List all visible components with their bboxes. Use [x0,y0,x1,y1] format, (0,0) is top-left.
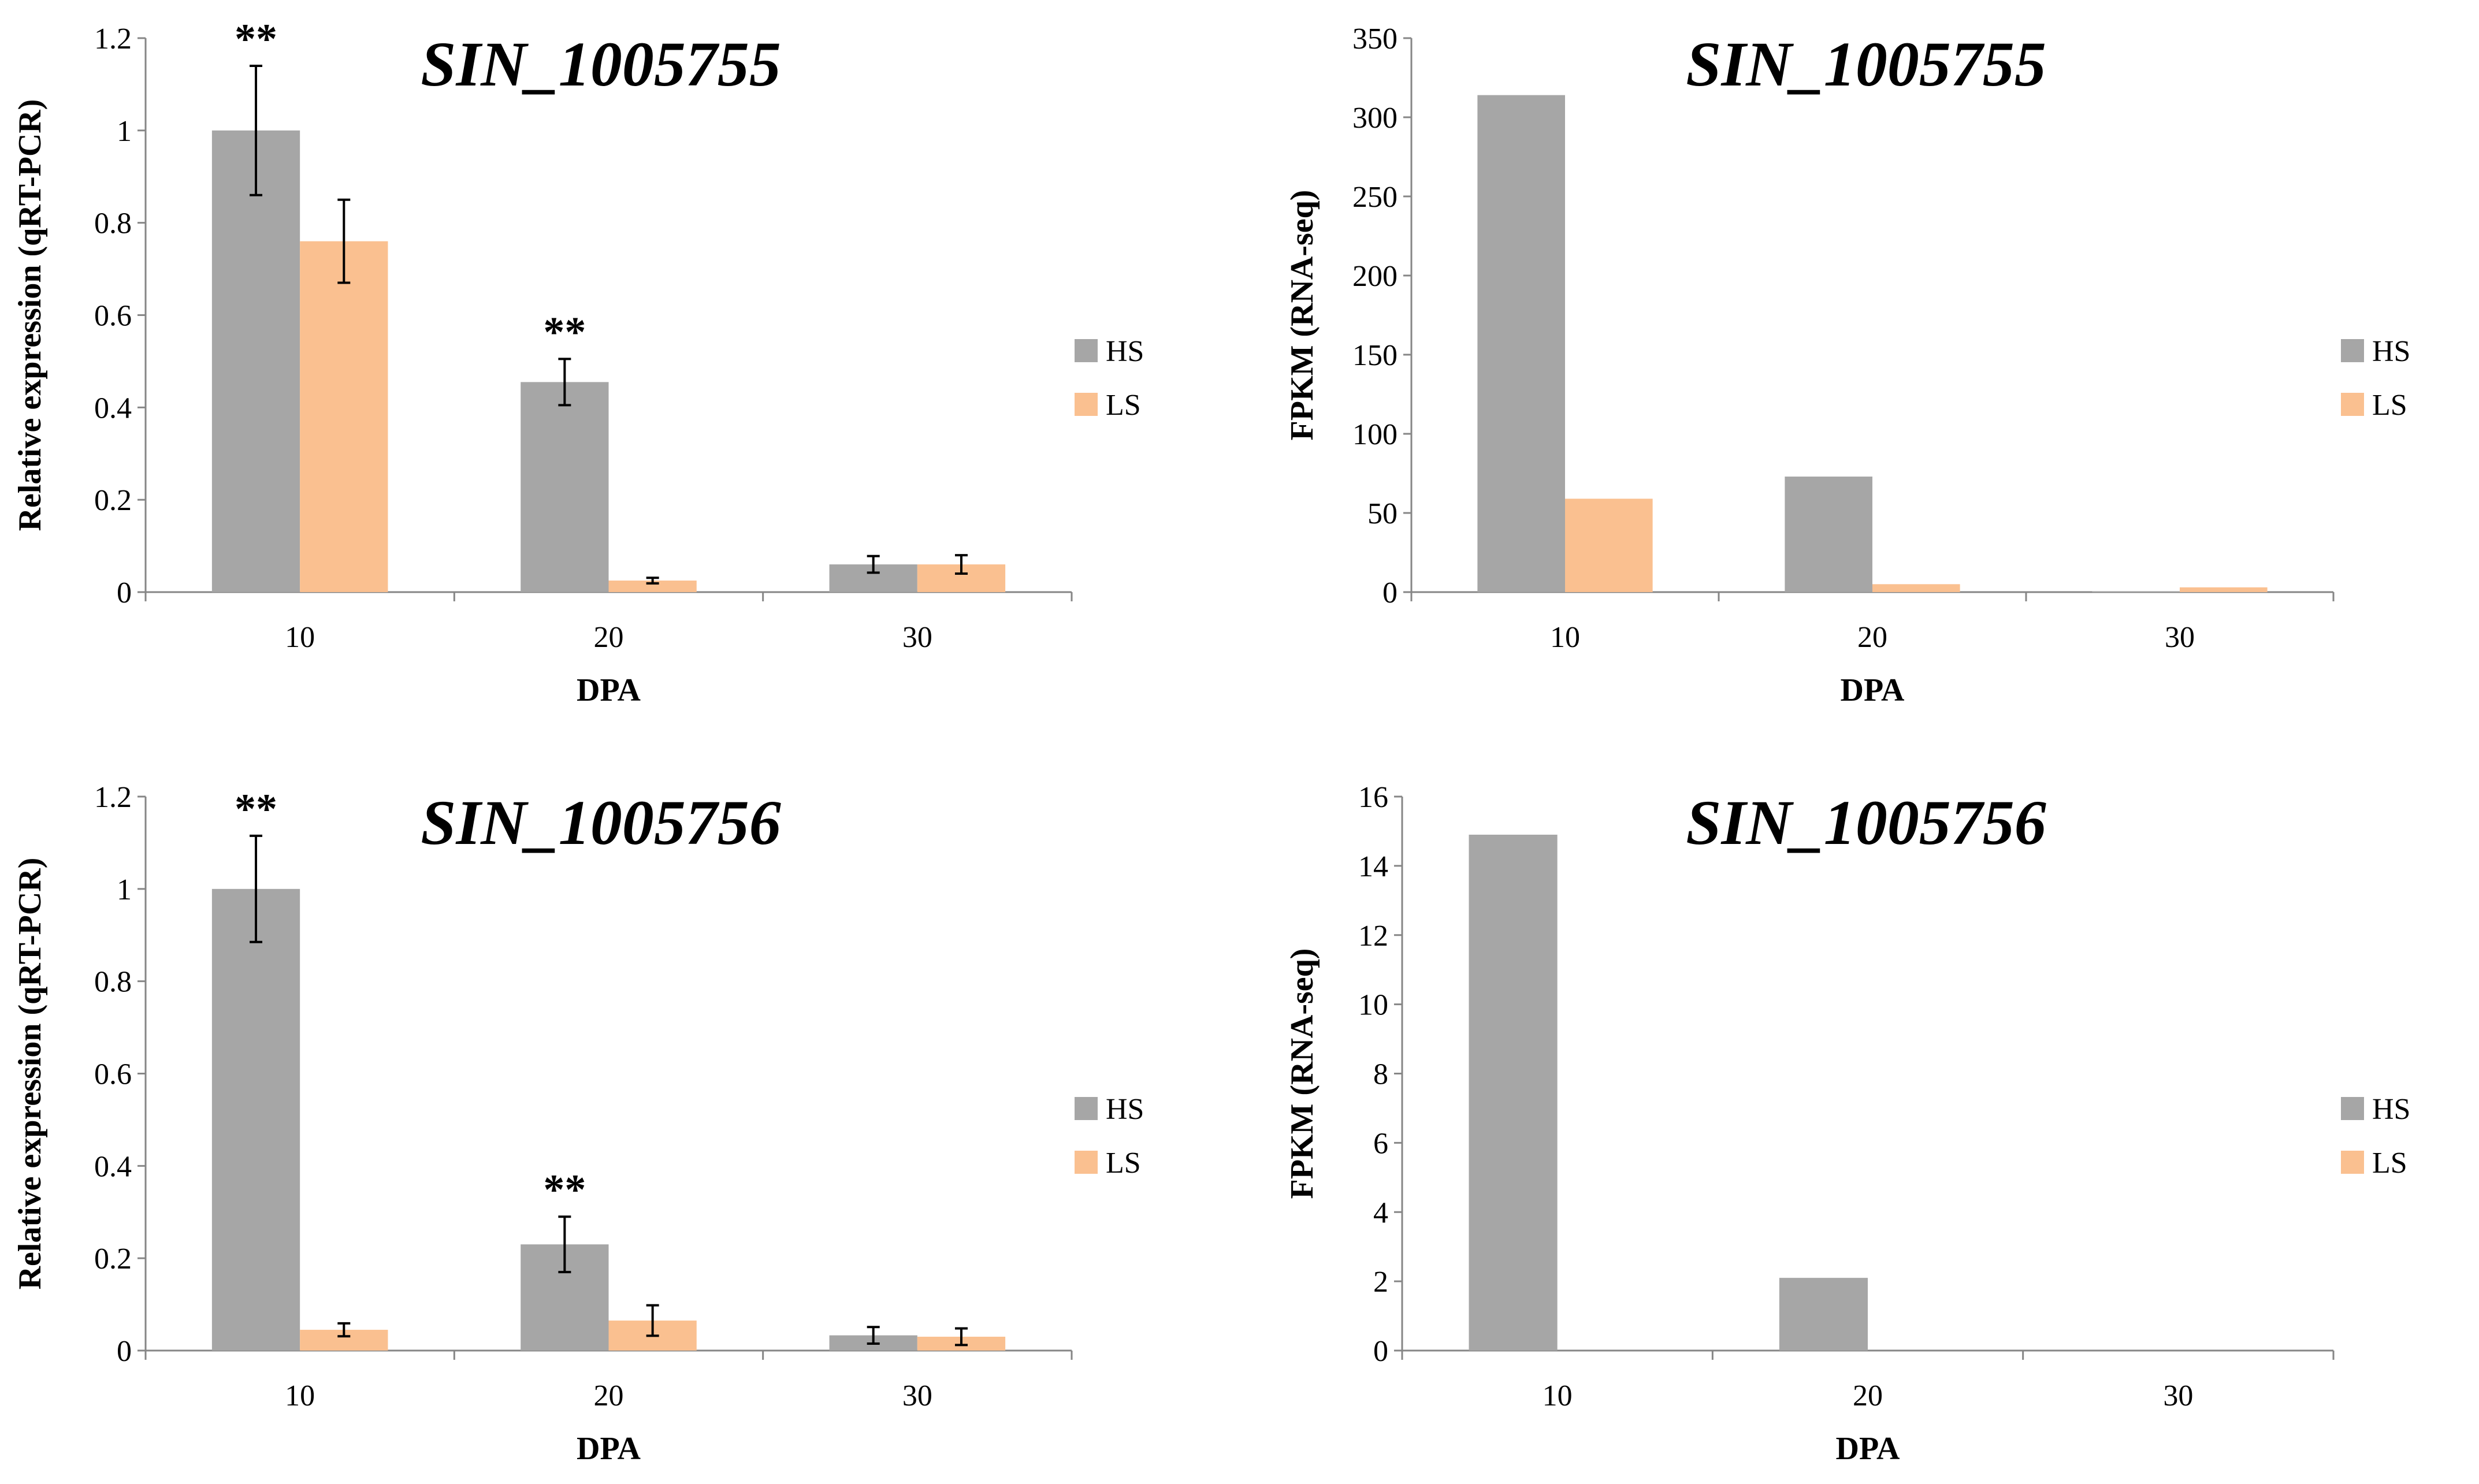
x-tick-label: 30 [2163,1379,2193,1412]
x-tick-label: 10 [285,1379,315,1412]
bar-hs [1785,476,1872,592]
x-axis-label: DPA [577,672,641,708]
y-tick-label: 50 [1367,497,1398,530]
legend-swatch-hs [2341,339,2364,362]
legend: HS LS [2341,335,2410,422]
legend-swatch-hs [1075,1097,1098,1120]
y-tick-label: 0.6 [94,300,132,333]
bar-ls [2180,587,2268,592]
x-axis-label: DPA [1841,672,1905,708]
y-tick-label: 0.8 [94,966,132,999]
legend-swatch-ls [2341,1151,2364,1174]
bar-ls [300,241,388,593]
y-tick-label: 8 [1373,1058,1388,1091]
y-tick-label: 0 [1373,1335,1388,1368]
y-tick-label: 1.2 [94,23,132,55]
y-tick-label: 0 [117,1335,132,1368]
legend-swatch-ls [1075,393,1098,416]
y-tick-label: 12 [1358,920,1388,953]
legend-label-ls: LS [1106,1147,1141,1180]
y-tick-label: 0.8 [94,207,132,240]
legend-label-hs: HS [2372,1093,2410,1126]
significance-marker: ** [235,786,277,833]
y-tick-label: 150 [1352,339,1398,372]
chart-panel-2: 0 50 100 150 200 250 300 350 10 20 30 SIN_1005755 DP… [1284,23,2410,708]
x-tick-label: 20 [1857,621,1887,654]
bar-ls [608,581,697,592]
y-tick-label: 0.4 [94,1150,132,1183]
bar-hs [521,382,609,592]
x-tick-label: 20 [594,1379,624,1412]
y-tick-label: 4 [1373,1196,1388,1229]
y-tick-label: 10 [1358,989,1388,1022]
y-tick-label: 0.4 [94,392,132,425]
legend-swatch-ls [1075,1151,1098,1174]
y-tick-label: 0 [1382,577,1398,609]
y-tick-label: 2 [1373,1266,1388,1299]
chart-title: SIN_1005755 [421,29,781,99]
legend-label-hs: HS [1106,335,1144,368]
y-axis-label: Relative expression (qRT-PCR) [12,99,48,531]
y-tick-label: 1.2 [94,781,132,814]
legend-label-hs: HS [2372,335,2410,368]
chart-panel-3: 0 0.2 0.4 0.6 0.8 1 1.2 10 20 30 ** ** SIN_1005756 DP… [12,781,1144,1467]
bar-hs [1477,95,1565,592]
y-tick-label: 0.6 [94,1058,132,1091]
y-tick-label: 0.2 [94,484,132,517]
bar-ls [1565,499,1653,592]
significance-marker: ** [543,1166,586,1214]
x-tick-label: 10 [285,621,315,654]
legend: HS LS [1075,335,1144,422]
y-tick-label: 250 [1352,181,1398,214]
x-tick-label: 30 [902,1379,932,1412]
x-tick-label: 30 [2165,621,2195,654]
y-tick-label: 1 [117,115,132,148]
bar-hs [1779,1278,1868,1351]
y-axis-label: FPKM (RNA-seq) [1284,949,1320,1199]
y-tick-label: 6 [1373,1127,1388,1160]
y-tick-label: 14 [1358,850,1388,883]
x-tick-label: 10 [1550,621,1580,654]
chart-title: SIN_1005755 [1686,29,2046,99]
bar-hs [211,888,300,1351]
x-tick-label: 20 [1853,1379,1883,1412]
x-tick-label: 20 [594,621,624,654]
legend: HS LS [1075,1093,1144,1180]
chart-panel-4: 0 2 4 6 8 10 12 14 16 10 20 30 SIN_1005756 DPA FPKM (R… [1284,781,2410,1467]
significance-marker: ** [543,308,586,356]
legend-label-hs: HS [1106,1093,1144,1126]
y-tick-label: 200 [1352,260,1398,293]
bar-hs [1469,834,1558,1351]
y-axis-label: FPKM (RNA-seq) [1284,190,1320,441]
chart-title: SIN_1005756 [421,787,781,858]
chart-panel-1: 0 0.2 0.4 0.6 0.8 1 1.2 10 20 30 ** ** SIN_1005755 DP… [12,16,1144,708]
legend-swatch-hs [2341,1097,2364,1120]
legend-swatch-ls [2341,393,2364,416]
y-axis-label: Relative expression (qRT-PCR) [12,858,48,1290]
y-tick-label: 0 [117,577,132,609]
legend-label-ls: LS [2372,1147,2407,1180]
y-tick-label: 1 [117,873,132,906]
x-tick-label: 30 [902,621,932,654]
x-axis-label: DPA [577,1431,641,1467]
bar-hs [211,130,300,593]
legend-label-ls: LS [1106,389,1141,422]
y-tick-label: 16 [1358,781,1388,814]
x-tick-label: 10 [1543,1379,1573,1412]
significance-marker: ** [235,16,277,63]
chart-title: SIN_1005756 [1686,787,2046,858]
legend-swatch-hs [1075,339,1098,362]
y-tick-label: 300 [1352,102,1398,135]
y-tick-label: 0.2 [94,1243,132,1275]
legend-label-ls: LS [2372,389,2407,422]
legend: HS LS [2341,1093,2410,1180]
y-tick-label: 100 [1352,418,1398,451]
bar-ls [1872,584,1960,592]
x-axis-label: DPA [1836,1431,1900,1467]
y-tick-label: 350 [1352,23,1398,55]
